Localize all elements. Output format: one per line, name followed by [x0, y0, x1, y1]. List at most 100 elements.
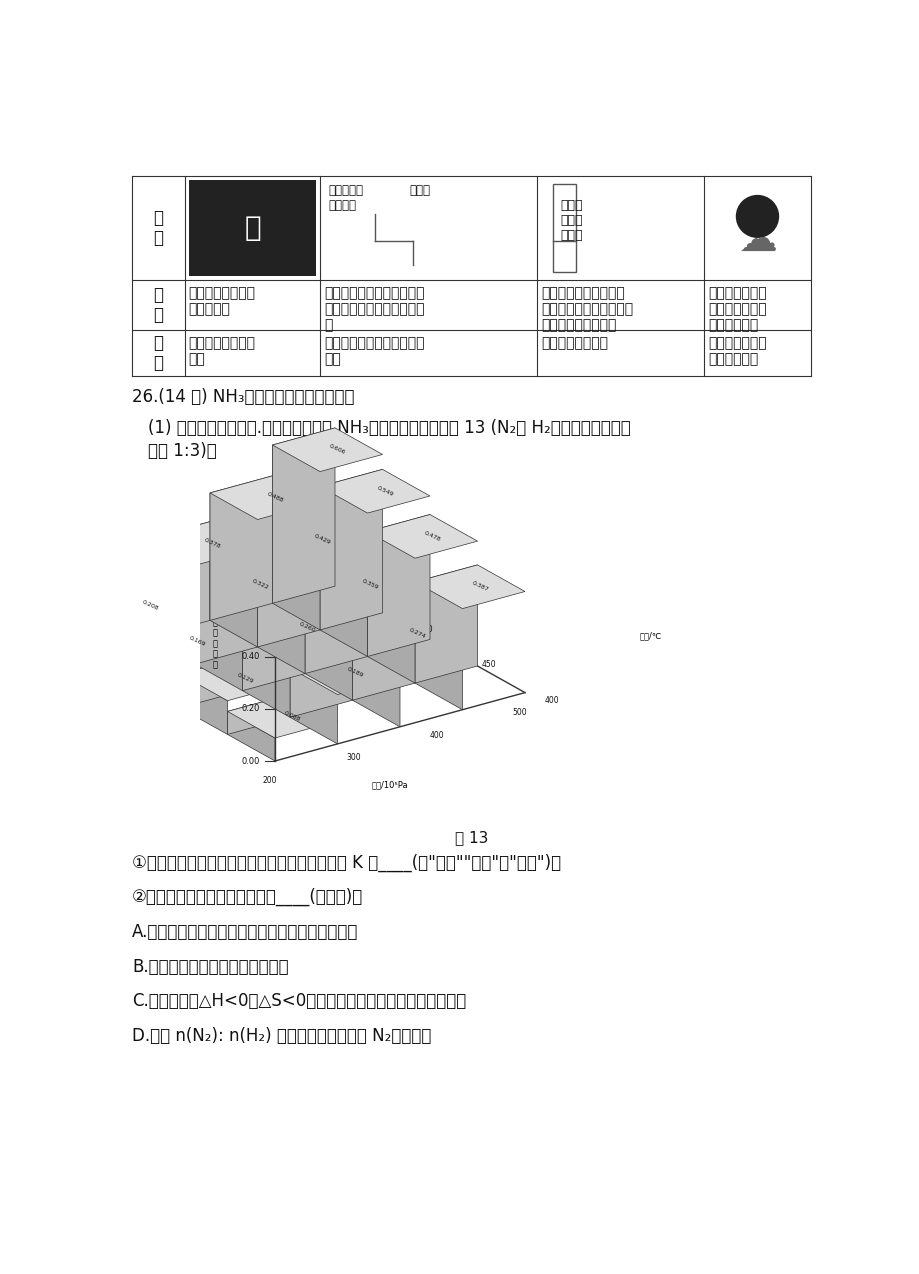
Text: A.工业上合成氨，为了提高氨的含量压强越大越好: A.工业上合成氨，为了提高氨的含量压强越大越好	[132, 922, 358, 941]
Polygon shape	[132, 620, 243, 664]
Text: 400: 400	[429, 730, 444, 740]
Polygon shape	[210, 493, 257, 647]
Text: 400: 400	[544, 696, 559, 705]
Text: 450: 450	[482, 660, 495, 669]
Polygon shape	[320, 487, 367, 656]
Polygon shape	[289, 651, 400, 694]
Polygon shape	[195, 580, 243, 691]
Text: 500: 500	[512, 708, 527, 717]
Text: B.使用催化剂可以提高氨气的产率: B.使用催化剂可以提高氨气的产率	[132, 958, 289, 976]
Polygon shape	[257, 517, 320, 647]
Text: NH₃
的
物
质
的
量
分
数: NH₃ 的 物 质 的 量 分 数	[207, 587, 222, 669]
Text: 氧化铝的熔点比铝
的高: 氧化铝的熔点比铝 的高	[188, 336, 255, 367]
Polygon shape	[352, 612, 462, 655]
Polygon shape	[85, 583, 195, 627]
Text: 0.606: 0.606	[328, 443, 346, 456]
Polygon shape	[210, 475, 272, 620]
Text: 浸透了石蜡
油的石棉: 浸透了石蜡 油的石棉	[328, 183, 363, 211]
Polygon shape	[195, 563, 305, 606]
Polygon shape	[320, 469, 429, 513]
Text: 0.60: 0.60	[241, 600, 260, 609]
Text: 0.429: 0.429	[313, 534, 331, 545]
Polygon shape	[132, 637, 180, 708]
Polygon shape	[243, 605, 352, 650]
Polygon shape	[227, 694, 337, 738]
Text: 0.378: 0.378	[203, 538, 221, 549]
Text: 温度/℃: 温度/℃	[640, 631, 662, 640]
Polygon shape	[414, 582, 462, 710]
Text: 0.169: 0.169	[188, 636, 207, 647]
Text: 铁钉发生吸氧腐蚀: 铁钉发生吸氧腐蚀	[540, 336, 607, 350]
Polygon shape	[272, 445, 320, 629]
Text: C.合成氨反应△H<0、△S<0，该反应高温条件下一定能自发进行: C.合成氨反应△H<0、△S<0，该反应高温条件下一定能自发进行	[132, 992, 466, 1010]
Polygon shape	[305, 580, 352, 701]
Text: (1) 不同温度、压强下.合破氨平衡体系 NH₃的物质的量分数如图 13 (N₂和 H₂的起始物质的量之: (1) 不同温度、压强下.合破氨平衡体系 NH₃的物质的量分数如图 13 (N₂…	[147, 419, 630, 437]
Text: ①分析图中数据，升商温度，该反应的平衡常数 K 值____(填"增大""城小"或"不变")。: ①分析图中数据，升商温度，该反应的平衡常数 K 值____(填"增大""城小"或…	[132, 854, 561, 871]
Text: 结
论: 结 论	[153, 334, 164, 372]
Text: 0.80: 0.80	[241, 548, 260, 557]
Polygon shape	[180, 657, 289, 701]
Text: 0.549: 0.549	[376, 485, 393, 497]
Text: 食盐水
浸泡过
的铁钉: 食盐水 浸泡过 的铁钉	[560, 199, 583, 242]
Text: 0.260: 0.260	[298, 622, 316, 633]
Text: 0.274: 0.274	[408, 627, 426, 640]
Polygon shape	[352, 612, 414, 701]
Polygon shape	[272, 428, 382, 471]
Polygon shape	[180, 657, 243, 708]
Polygon shape	[257, 517, 367, 562]
Text: 石蜡油的分解产物中含不饱
和烃: 石蜡油的分解产物中含不饱 和烃	[323, 336, 425, 367]
Polygon shape	[289, 651, 352, 717]
Text: 加热铝箔，铝箔熔
化却不滴落: 加热铝箔，铝箔熔 化却不滴落	[188, 287, 255, 316]
Text: 0.478: 0.478	[423, 530, 441, 543]
Polygon shape	[147, 539, 195, 664]
Text: 0.488: 0.488	[266, 492, 284, 503]
Polygon shape	[414, 564, 525, 609]
Polygon shape	[147, 521, 257, 566]
Text: 600: 600	[355, 590, 369, 599]
Polygon shape	[180, 674, 227, 734]
Polygon shape	[85, 600, 132, 682]
Text: 碎瓷片: 碎瓷片	[409, 183, 430, 196]
Text: 0.189: 0.189	[346, 666, 364, 679]
Text: 200: 200	[263, 776, 277, 785]
Polygon shape	[289, 668, 337, 744]
Polygon shape	[210, 475, 320, 520]
Text: 浓硫酸具有吸水
性和强氧化性: 浓硫酸具有吸水 性和强氧化性	[707, 336, 766, 367]
Text: 比为 1:3)。: 比为 1:3)。	[147, 442, 216, 460]
Text: 0.088: 0.088	[283, 710, 301, 722]
Polygon shape	[414, 564, 477, 683]
Polygon shape	[243, 605, 305, 691]
Text: 石蜡油分解产生的气体能使
试管中溴的四氯化碳溶液褪
色: 石蜡油分解产生的气体能使 试管中溴的四氯化碳溶液褪 色	[323, 287, 425, 333]
Text: 现
象: 现 象	[153, 285, 164, 325]
Text: 向蔗糖中加入浓
硫酸时，蔗糖变
黑，体积膨胀: 向蔗糖中加入浓 硫酸时，蔗糖变 黑，体积膨胀	[707, 287, 766, 333]
Text: 图 13: 图 13	[454, 831, 488, 846]
Text: 0.322: 0.322	[251, 578, 269, 591]
Text: 🔥: 🔥	[244, 214, 261, 242]
Text: 0.129: 0.129	[235, 673, 254, 685]
Polygon shape	[320, 469, 382, 629]
Polygon shape	[367, 515, 429, 656]
Polygon shape	[352, 628, 400, 726]
Text: ②下列关于合成氨的说法正确是____(填序号)。: ②下列关于合成氨的说法正确是____(填序号)。	[132, 888, 363, 907]
Text: 300: 300	[346, 753, 360, 762]
Polygon shape	[243, 623, 289, 717]
Polygon shape	[147, 521, 210, 637]
Text: ☁: ☁	[737, 220, 776, 259]
Polygon shape	[367, 531, 414, 683]
Polygon shape	[257, 535, 305, 674]
Text: 500: 500	[418, 624, 433, 633]
Text: 0.40: 0.40	[242, 652, 260, 661]
Text: 0.359: 0.359	[360, 578, 379, 591]
Text: 压强/10⁵Pa: 压强/10⁵Pa	[371, 780, 408, 789]
Circle shape	[735, 195, 778, 238]
Bar	[188, 180, 316, 276]
Text: 26.(14 分) NH₃是一种重要的化工原料。: 26.(14 分) NH₃是一种重要的化工原料。	[132, 387, 354, 405]
Polygon shape	[195, 563, 257, 664]
Text: 0.20: 0.20	[242, 705, 260, 713]
Text: 实
验: 实 验	[153, 209, 164, 247]
Polygon shape	[367, 515, 477, 558]
Polygon shape	[85, 583, 147, 655]
Polygon shape	[227, 711, 275, 761]
Polygon shape	[305, 563, 414, 606]
Text: 0.208: 0.208	[141, 599, 159, 612]
